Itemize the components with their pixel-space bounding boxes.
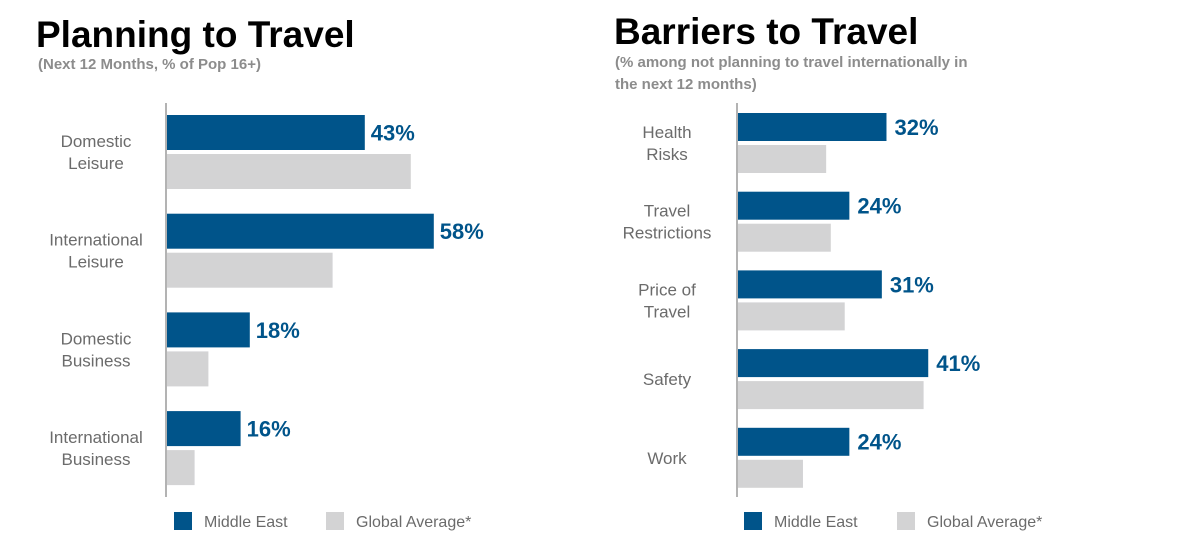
category-label: Health Risks: [642, 123, 691, 164]
chart-subtitle: (% among not planning to travel internat…: [615, 54, 968, 93]
bar-middle-east: [738, 349, 929, 378]
chart-1: Planning to Travel(Next 12 Months, % of …: [36, 14, 484, 531]
bar-global-average: [167, 252, 333, 288]
data-label: 58%: [440, 219, 484, 244]
data-label: 24%: [857, 430, 901, 455]
bar-middle-east: [167, 411, 241, 447]
category-label: Work: [647, 449, 687, 468]
chart-title: Barriers to Travel: [614, 11, 918, 52]
legend: Middle East Global Average*: [174, 512, 471, 531]
legend-swatch-middle-east: [744, 512, 762, 530]
data-label: 32%: [894, 115, 938, 140]
legend-swatch-global-average: [326, 512, 344, 530]
category-label: Price of Travel: [638, 280, 696, 321]
data-label: 43%: [371, 120, 415, 145]
category-label: Safety: [643, 370, 692, 389]
bar-middle-east: [167, 312, 250, 348]
bar-middle-east: [738, 113, 887, 141]
legend-label-global-average: Global Average*: [927, 514, 1042, 531]
bar-middle-east: [738, 191, 850, 220]
chart-2: Barriers to Travel(% among not planning …: [614, 11, 1042, 531]
bar-global-average: [738, 145, 827, 173]
bar-global-average: [167, 154, 411, 189]
legend-swatch-middle-east: [174, 512, 192, 530]
bar-global-average: [738, 223, 831, 252]
category-label: Domestic Business: [61, 329, 132, 370]
legend-label-middle-east: Middle East: [204, 514, 288, 531]
bar-global-average: [738, 302, 845, 331]
chart-subtitle: (Next 12 Months, % of Pop 16+): [38, 56, 261, 73]
legend: Middle East Global Average*: [744, 512, 1042, 531]
legend-label-global-average: Global Average*: [356, 514, 471, 531]
category-label: International Business: [49, 428, 143, 469]
bar-middle-east: [738, 270, 882, 299]
bar-middle-east: [167, 213, 434, 249]
category-label: Domestic Leisure: [61, 132, 132, 173]
data-label: 18%: [256, 318, 300, 343]
bar-middle-east: [167, 115, 365, 150]
chart-title: Planning to Travel: [36, 14, 355, 55]
bar-global-average: [738, 381, 924, 410]
category-label: International Leisure: [49, 231, 143, 272]
bar-global-average: [738, 459, 803, 488]
legend-swatch-global-average: [897, 512, 915, 530]
data-label: 16%: [247, 417, 291, 442]
legend-label-middle-east: Middle East: [774, 514, 858, 531]
bar-global-average: [167, 450, 195, 486]
data-label: 41%: [936, 351, 980, 376]
bar-global-average: [167, 351, 209, 387]
data-label: 31%: [890, 272, 934, 297]
data-label: 24%: [857, 194, 901, 219]
category-label: Travel Restrictions: [623, 202, 712, 243]
bar-middle-east: [738, 427, 850, 456]
